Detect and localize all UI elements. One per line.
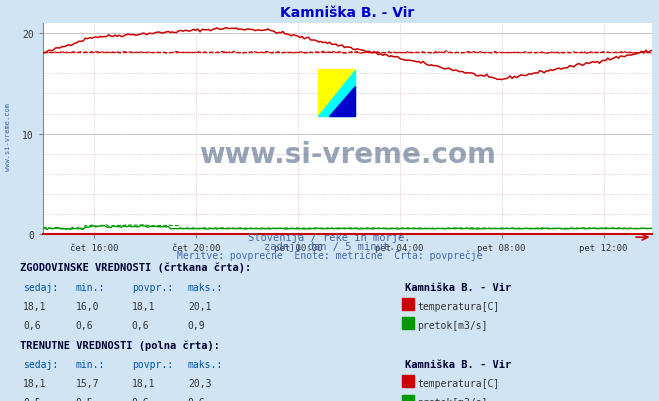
Polygon shape: [330, 87, 355, 117]
Text: 15,7: 15,7: [76, 378, 100, 388]
Text: 18,1: 18,1: [23, 301, 47, 311]
Text: ZGODOVINSKE VREDNOSTI (črtkana črta):: ZGODOVINSKE VREDNOSTI (črtkana črta):: [20, 262, 251, 273]
Text: temperatura[C]: temperatura[C]: [417, 378, 500, 388]
Text: zadnji dan / 5 minut.: zadnji dan / 5 minut.: [264, 241, 395, 251]
Text: 16,0: 16,0: [76, 301, 100, 311]
Text: Kamniška B. - Vir: Kamniška B. - Vir: [405, 282, 511, 292]
Text: www.si-vreme.com: www.si-vreme.com: [5, 102, 11, 170]
Text: povpr.:: povpr.:: [132, 359, 173, 369]
Text: 18,1: 18,1: [23, 378, 47, 388]
Text: www.si-vreme.com: www.si-vreme.com: [199, 141, 496, 168]
Text: min.:: min.:: [76, 282, 105, 292]
Title: Kamniška B. - Vir: Kamniška B. - Vir: [281, 6, 415, 20]
Text: maks.:: maks.:: [188, 359, 223, 369]
Text: min.:: min.:: [76, 359, 105, 369]
Text: 0,5: 0,5: [23, 397, 41, 401]
Polygon shape: [318, 71, 355, 117]
Text: 20,1: 20,1: [188, 301, 212, 311]
Text: TRENUTNE VREDNOSTI (polna črta):: TRENUTNE VREDNOSTI (polna črta):: [20, 339, 219, 350]
Text: povpr.:: povpr.:: [132, 282, 173, 292]
Text: temperatura[C]: temperatura[C]: [417, 301, 500, 311]
Text: 0,5: 0,5: [76, 397, 94, 401]
Text: 0,6: 0,6: [132, 320, 150, 330]
Text: sedaj:: sedaj:: [23, 282, 58, 292]
Text: 18,1: 18,1: [132, 301, 156, 311]
Text: 0,6: 0,6: [188, 397, 206, 401]
Text: Slovenija / reke in morje.: Slovenija / reke in morje.: [248, 233, 411, 243]
Text: 20,3: 20,3: [188, 378, 212, 388]
Text: maks.:: maks.:: [188, 282, 223, 292]
Text: sedaj:: sedaj:: [23, 359, 58, 369]
Text: Kamniška B. - Vir: Kamniška B. - Vir: [405, 359, 511, 369]
Text: 0,9: 0,9: [188, 320, 206, 330]
Text: 0,6: 0,6: [132, 397, 150, 401]
Polygon shape: [318, 71, 355, 117]
Text: pretok[m3/s]: pretok[m3/s]: [417, 397, 488, 401]
Text: Meritve: povprečne  Enote: metrične  Črta: povprečje: Meritve: povprečne Enote: metrične Črta:…: [177, 248, 482, 260]
Text: 0,6: 0,6: [23, 320, 41, 330]
Text: pretok[m3/s]: pretok[m3/s]: [417, 320, 488, 330]
Text: 0,6: 0,6: [76, 320, 94, 330]
Text: 18,1: 18,1: [132, 378, 156, 388]
